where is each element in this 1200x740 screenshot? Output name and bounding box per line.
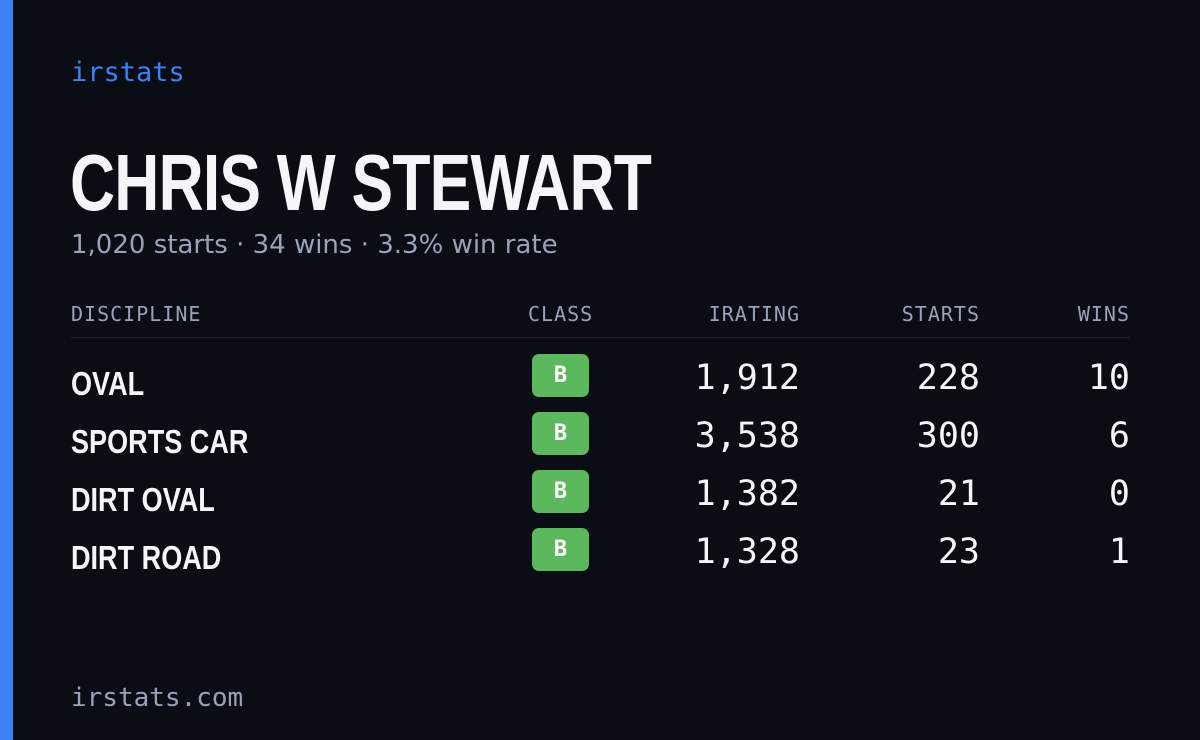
starts-value: 300 — [916, 416, 980, 456]
wins-value: 10 — [1087, 358, 1130, 398]
brand-logo-text: irstats — [71, 57, 185, 88]
table-body: OVAL B 1,912 228 10 SPORTS CAR B 3,538 3… — [71, 338, 1130, 586]
wins-value: 0 — [1108, 474, 1130, 514]
irating-value: 3,538 — [694, 416, 800, 456]
discipline-table: DISCIPLINE CLASS IRATING STARTS WINS OVA… — [71, 296, 1130, 586]
table-row: DIRT OVAL B 1,382 21 0 — [71, 470, 1130, 528]
header-class: CLASS — [528, 302, 594, 326]
footer-domain: irstats.com — [71, 683, 244, 713]
irating-value: 1,328 — [694, 532, 800, 572]
starts-value: 228 — [916, 358, 980, 398]
class-badge: B — [532, 354, 589, 397]
discipline-name: OVAL — [71, 365, 145, 402]
accent-bar — [0, 0, 13, 740]
header-irating: IRATING — [708, 302, 800, 326]
career-summary: 1,020 starts · 34 wins · 3.3% win rate — [71, 230, 558, 260]
class-badge: B — [532, 470, 589, 513]
table-row: OVAL B 1,912 228 10 — [71, 354, 1130, 412]
irating-value: 1,382 — [694, 474, 800, 514]
starts-value: 23 — [937, 532, 980, 572]
irating-value: 1,912 — [694, 358, 800, 398]
discipline-name: SPORTS CAR — [71, 423, 249, 460]
wins-value: 1 — [1108, 532, 1130, 572]
table-row: DIRT ROAD B 1,328 23 1 — [71, 528, 1130, 586]
class-badge: B — [532, 528, 589, 571]
header-starts: STARTS — [901, 302, 980, 326]
table-header: DISCIPLINE CLASS IRATING STARTS WINS — [71, 296, 1130, 338]
starts-value: 21 — [937, 474, 980, 514]
table-row: SPORTS CAR B 3,538 300 6 — [71, 412, 1130, 470]
class-badge: B — [532, 412, 589, 455]
driver-name: CHRIS W STEWART — [70, 138, 652, 227]
wins-value: 6 — [1108, 416, 1130, 456]
header-wins: WINS — [1077, 302, 1130, 326]
discipline-name: DIRT ROAD — [71, 539, 222, 576]
discipline-name: DIRT OVAL — [71, 481, 215, 518]
header-discipline: DISCIPLINE — [71, 302, 202, 326]
